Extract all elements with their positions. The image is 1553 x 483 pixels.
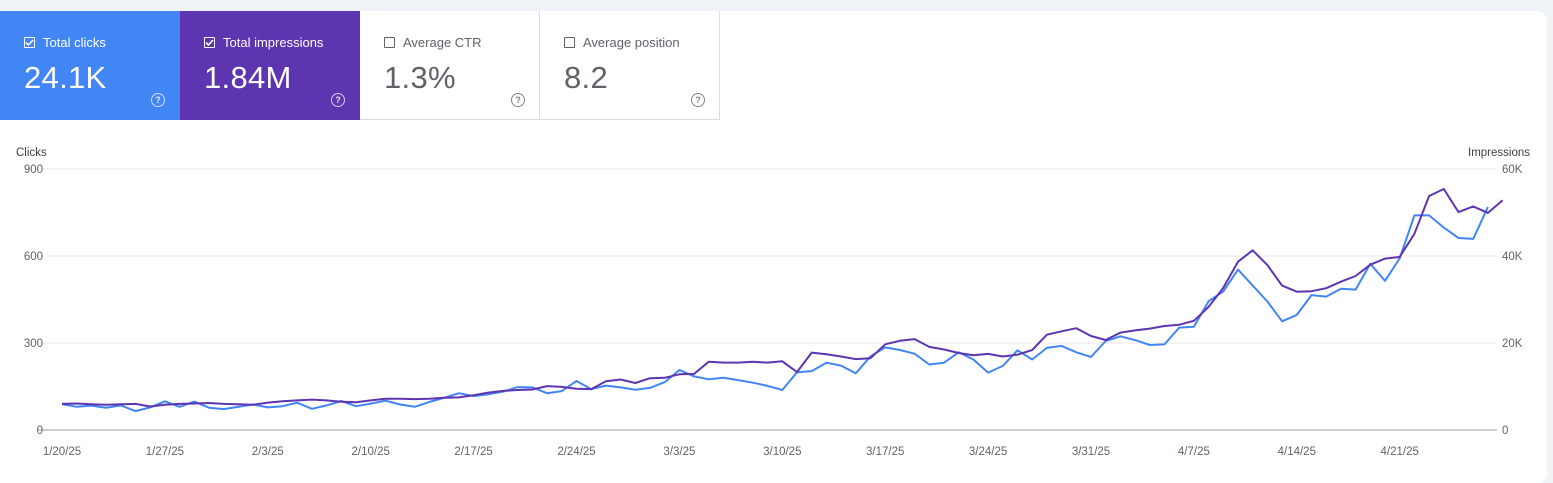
metric-average-ctr[interactable]: Average CTR 1.3% ? [360,11,540,120]
metric-value: 8.2 [564,60,608,95]
x-tick-label: 4/21/25 [1381,446,1419,458]
right-tick-label: 0 [1502,425,1508,437]
left-tick-label: 300 [24,338,43,350]
metric-average-position[interactable]: Average position 8.2 ? [540,11,720,120]
help-icon[interactable]: ? [151,93,165,107]
x-tick-label: 3/17/25 [866,446,904,458]
checkbox-checked-icon[interactable] [204,37,215,48]
metric-total-clicks[interactable]: Total clicks 24.1K ? [0,11,180,120]
series-line-impressions [61,188,1504,408]
right-tick-label: 60K [1502,164,1523,176]
left-tick-label: 0 [37,425,43,437]
metric-value: 24.1K [24,60,107,95]
metric-label: Total clicks [43,35,106,50]
x-tick-label: 2/17/25 [454,446,492,458]
x-tick-label: 1/27/25 [146,446,184,458]
metric-label: Total impressions [223,35,324,50]
right-tick-label: 40K [1502,251,1523,263]
help-icon[interactable]: ? [511,93,525,107]
metric-label: Average CTR [403,35,482,50]
series-line-clicks [61,206,1489,413]
x-tick-label: 2/10/25 [352,446,390,458]
x-tick-label: 4/14/25 [1278,446,1316,458]
right-tick-label: 20K [1502,338,1523,350]
x-tick-label: 3/10/25 [763,446,801,458]
metric-value: 1.3% [384,60,456,95]
left-tick-label: 900 [24,164,43,176]
help-icon[interactable]: ? [331,93,345,107]
checkbox-unchecked-icon[interactable] [564,37,575,48]
x-tick-label: 3/31/25 [1072,446,1110,458]
metric-tabs: Total clicks 24.1K ? Total impressions 1… [0,11,720,120]
checkbox-checked-icon[interactable] [24,37,35,48]
right-axis-title: Impressions [1468,147,1530,159]
help-icon[interactable]: ? [691,93,705,107]
x-tick-label: 4/7/25 [1178,446,1210,458]
x-tick-label: 3/3/25 [663,446,695,458]
left-tick-label: 600 [24,251,43,263]
left-axis-title: Clicks [16,147,47,159]
x-tick-label: 1/20/25 [43,446,81,458]
metric-total-impressions[interactable]: Total impressions 1.84M ? [180,11,360,120]
x-tick-label: 3/24/25 [969,446,1007,458]
checkbox-unchecked-icon[interactable] [384,37,395,48]
x-tick-label: 2/3/25 [252,446,284,458]
x-tick-label: 2/24/25 [557,446,595,458]
metric-value: 1.84M [204,60,292,95]
metric-label: Average position [583,35,680,50]
